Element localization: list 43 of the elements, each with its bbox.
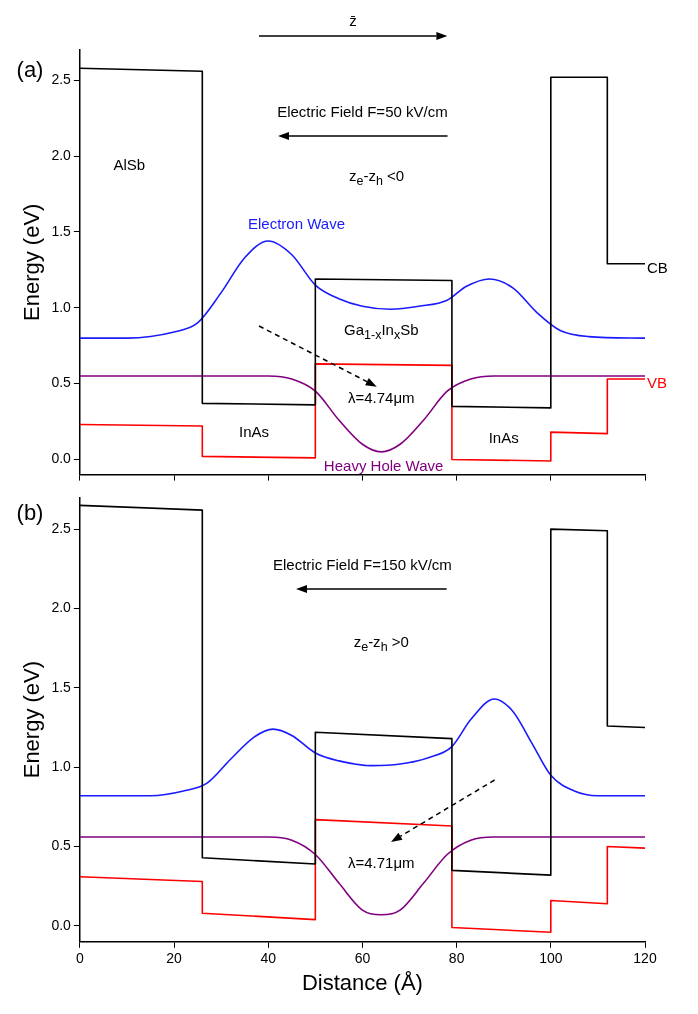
x-axis-title: Distance (Å) [301, 969, 423, 995]
y-axis-title: Energy (eV) [19, 203, 45, 321]
series-label: VB [647, 373, 668, 392]
y-tick-label: 2.0 [51, 599, 72, 616]
line-series [79, 375, 645, 453]
y-tick-label: 2.5 [51, 520, 72, 536]
annotation: Electric Field F=50 kV/cm [277, 102, 448, 120]
annotation: Ga$_{1-x}$In$_{x}$Sb [344, 320, 419, 342]
annotation: InAs [239, 422, 270, 440]
y-tick-label: 1.0 [51, 758, 72, 775]
y-tick-label: 0.5 [51, 374, 72, 391]
y-tick-label: 0.0 [51, 916, 72, 933]
text: (b) [16, 500, 44, 527]
annotation: Electric Field F=150 kV/cm [273, 555, 452, 573]
x-tick-label: 60 [354, 950, 371, 967]
x-tick-label: 40 [260, 950, 277, 967]
series-label: Electron Wave [247, 215, 345, 233]
y-tick-label: 0.5 [51, 837, 72, 854]
x-tick-label: 20 [166, 950, 183, 967]
text: (a) [16, 56, 44, 83]
annotation: z$_{e}$-z$_{h}$ >0 [353, 632, 409, 654]
y-tick-label: 1.0 [51, 298, 72, 315]
y-tick-label: 2.0 [51, 147, 72, 164]
x-tick-label: 80 [448, 950, 465, 967]
line-series [79, 836, 645, 916]
y-tick-label: 1.5 [51, 678, 72, 695]
y-axis-title: Energy (eV) [19, 660, 45, 779]
y-tick-label: 0.0 [51, 450, 72, 467]
x-tick-label: 0 [75, 950, 84, 967]
series-label: Heavy Hole Wave [323, 456, 444, 474]
x-tick-label: 120 [633, 950, 657, 967]
annotation: AlSb [113, 155, 146, 173]
y-tick-label: 2.5 [51, 71, 72, 88]
annotation: InAs [488, 428, 519, 446]
x-tick-label: 100 [539, 950, 563, 967]
y-tick-label: 1.5 [51, 222, 72, 239]
text: z̄ [349, 11, 357, 29]
line-series [79, 698, 645, 797]
annotation: z$_{e}$-z$_{h}$ <0 [348, 166, 405, 188]
series-label: CB [647, 258, 668, 277]
line-series [79, 240, 645, 339]
annotation: λ=4.71μm [347, 853, 415, 871]
annotation: λ=4.74μm [347, 388, 415, 406]
